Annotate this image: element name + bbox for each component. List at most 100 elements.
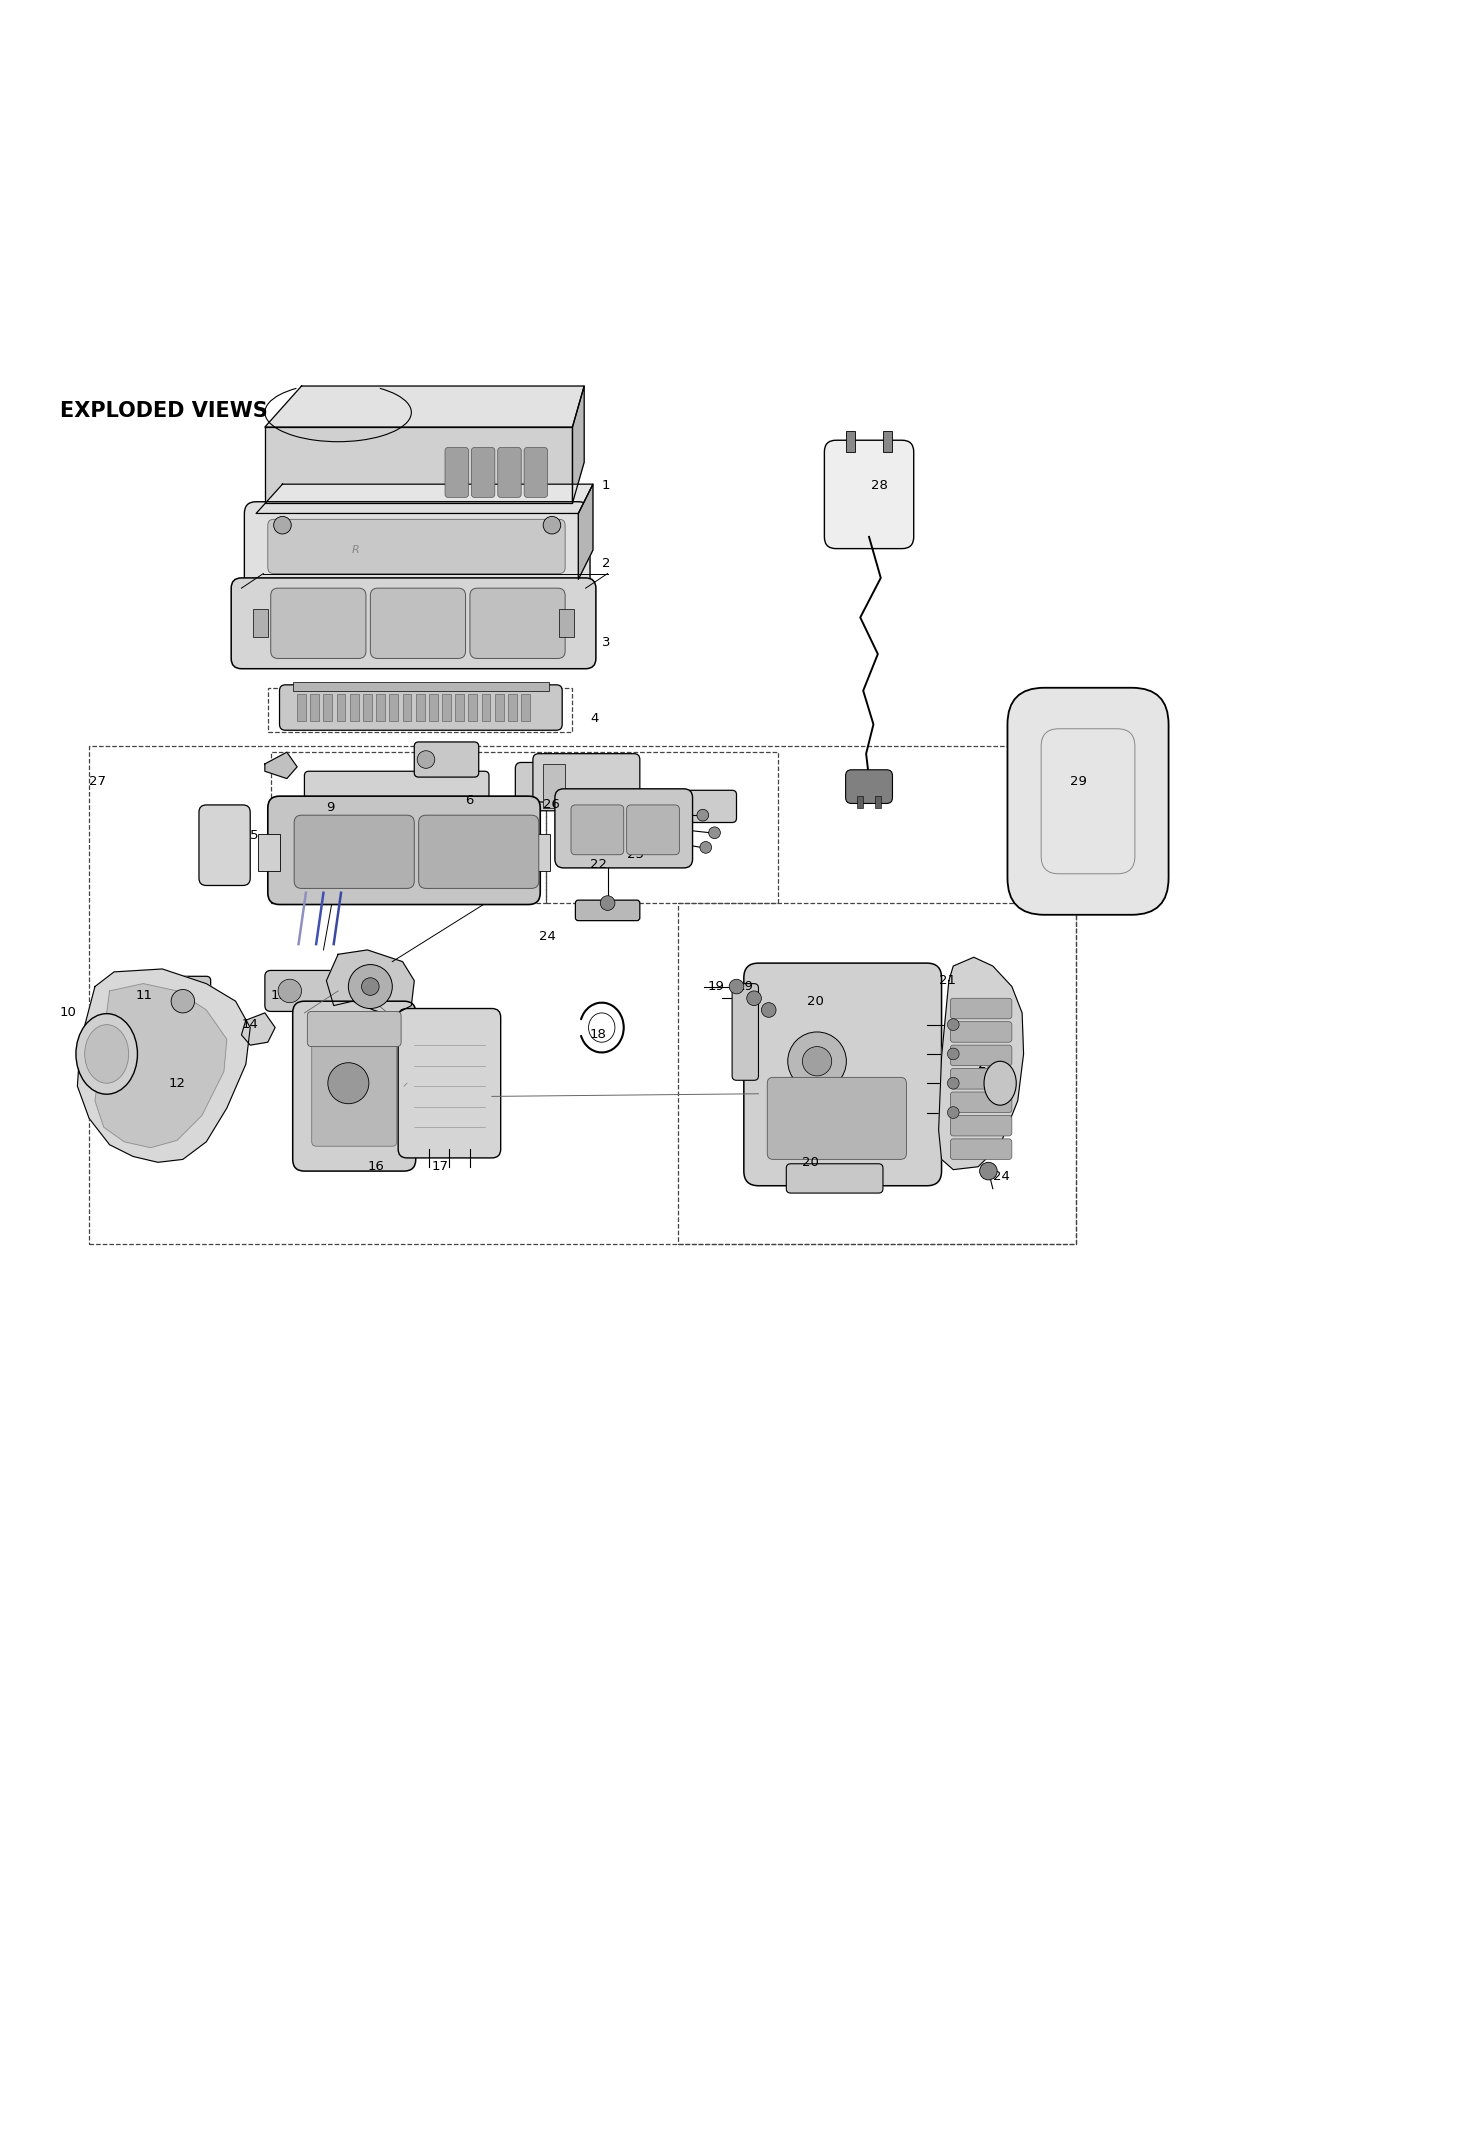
Circle shape — [274, 516, 292, 534]
FancyBboxPatch shape — [744, 962, 941, 1185]
Text: 23: 23 — [978, 1059, 996, 1072]
Text: 17: 17 — [432, 1159, 449, 1172]
Ellipse shape — [85, 1024, 128, 1082]
FancyBboxPatch shape — [418, 814, 539, 889]
FancyBboxPatch shape — [787, 1164, 882, 1194]
Polygon shape — [94, 984, 227, 1149]
FancyBboxPatch shape — [524, 448, 548, 497]
Bar — [268, 688, 573, 731]
Text: 26: 26 — [544, 799, 560, 812]
Bar — [544, 763, 566, 808]
Bar — [362, 694, 371, 722]
Circle shape — [697, 810, 709, 821]
Text: 18: 18 — [591, 1029, 607, 1041]
Polygon shape — [265, 386, 585, 426]
Circle shape — [803, 1046, 832, 1076]
FancyBboxPatch shape — [293, 1001, 415, 1170]
FancyBboxPatch shape — [295, 814, 414, 889]
Ellipse shape — [984, 1061, 1016, 1106]
FancyBboxPatch shape — [732, 984, 759, 1080]
Polygon shape — [265, 752, 298, 778]
FancyBboxPatch shape — [533, 754, 639, 801]
Bar — [376, 694, 384, 722]
Circle shape — [762, 1003, 776, 1018]
FancyBboxPatch shape — [950, 1138, 1012, 1159]
Bar — [546, 752, 778, 902]
FancyBboxPatch shape — [686, 791, 736, 823]
Bar — [402, 694, 411, 722]
Text: 25: 25 — [626, 849, 644, 861]
Bar — [311, 694, 320, 722]
Circle shape — [947, 1106, 959, 1119]
Text: 29: 29 — [1071, 776, 1087, 789]
FancyBboxPatch shape — [445, 448, 468, 497]
FancyBboxPatch shape — [414, 741, 479, 778]
Text: 10: 10 — [60, 1007, 77, 1020]
FancyBboxPatch shape — [846, 769, 893, 804]
Text: 13: 13 — [352, 988, 370, 1001]
FancyBboxPatch shape — [950, 1046, 1012, 1065]
Bar — [482, 694, 491, 722]
Circle shape — [328, 1063, 368, 1104]
Text: EXPLODED VIEWS: EXPLODED VIEWS — [60, 401, 268, 420]
Bar — [415, 694, 424, 722]
Circle shape — [947, 1018, 959, 1031]
FancyBboxPatch shape — [109, 1082, 206, 1132]
Circle shape — [709, 827, 720, 838]
FancyBboxPatch shape — [265, 971, 348, 1011]
Circle shape — [278, 979, 302, 1003]
FancyBboxPatch shape — [555, 789, 692, 868]
Text: 24: 24 — [993, 1170, 1009, 1183]
FancyBboxPatch shape — [950, 1117, 1012, 1136]
Circle shape — [601, 896, 614, 911]
Text: 27: 27 — [90, 776, 106, 789]
Bar — [560, 609, 574, 636]
Circle shape — [947, 1078, 959, 1089]
Bar — [429, 694, 437, 722]
FancyBboxPatch shape — [767, 1078, 906, 1159]
Bar — [508, 694, 517, 722]
Bar — [258, 834, 280, 870]
Bar — [521, 694, 530, 722]
Circle shape — [980, 1162, 997, 1181]
FancyBboxPatch shape — [572, 806, 623, 855]
Bar — [90, 746, 1077, 1245]
Polygon shape — [579, 484, 594, 579]
FancyBboxPatch shape — [268, 519, 566, 574]
FancyBboxPatch shape — [825, 439, 913, 549]
Bar — [882, 431, 891, 452]
Bar — [337, 694, 346, 722]
Text: 20: 20 — [803, 1155, 819, 1168]
FancyBboxPatch shape — [231, 579, 597, 669]
Polygon shape — [265, 426, 573, 504]
FancyBboxPatch shape — [143, 977, 211, 1005]
Text: 8: 8 — [465, 838, 474, 851]
FancyBboxPatch shape — [950, 1093, 1012, 1112]
Text: 7: 7 — [440, 816, 449, 829]
Text: 22: 22 — [591, 859, 607, 872]
Text: 12: 12 — [168, 1076, 186, 1091]
Polygon shape — [242, 1014, 275, 1046]
Bar — [857, 797, 863, 808]
Bar — [847, 431, 856, 452]
Text: 9: 9 — [327, 801, 334, 814]
Circle shape — [348, 964, 392, 1009]
Bar — [678, 902, 1077, 1245]
FancyBboxPatch shape — [576, 900, 639, 921]
Circle shape — [747, 990, 762, 1005]
Bar — [293, 681, 549, 690]
Text: 3: 3 — [602, 636, 610, 649]
Text: 24: 24 — [539, 930, 555, 943]
FancyBboxPatch shape — [398, 1009, 501, 1157]
FancyBboxPatch shape — [626, 806, 679, 855]
FancyBboxPatch shape — [312, 1026, 396, 1147]
FancyBboxPatch shape — [320, 1091, 354, 1125]
Polygon shape — [938, 958, 1024, 1170]
Text: 6: 6 — [465, 795, 474, 808]
Bar — [468, 694, 477, 722]
FancyBboxPatch shape — [308, 1011, 401, 1046]
Text: 4: 4 — [591, 711, 598, 724]
Text: 15: 15 — [271, 988, 287, 1001]
Text: 28: 28 — [871, 480, 888, 493]
FancyBboxPatch shape — [471, 448, 495, 497]
